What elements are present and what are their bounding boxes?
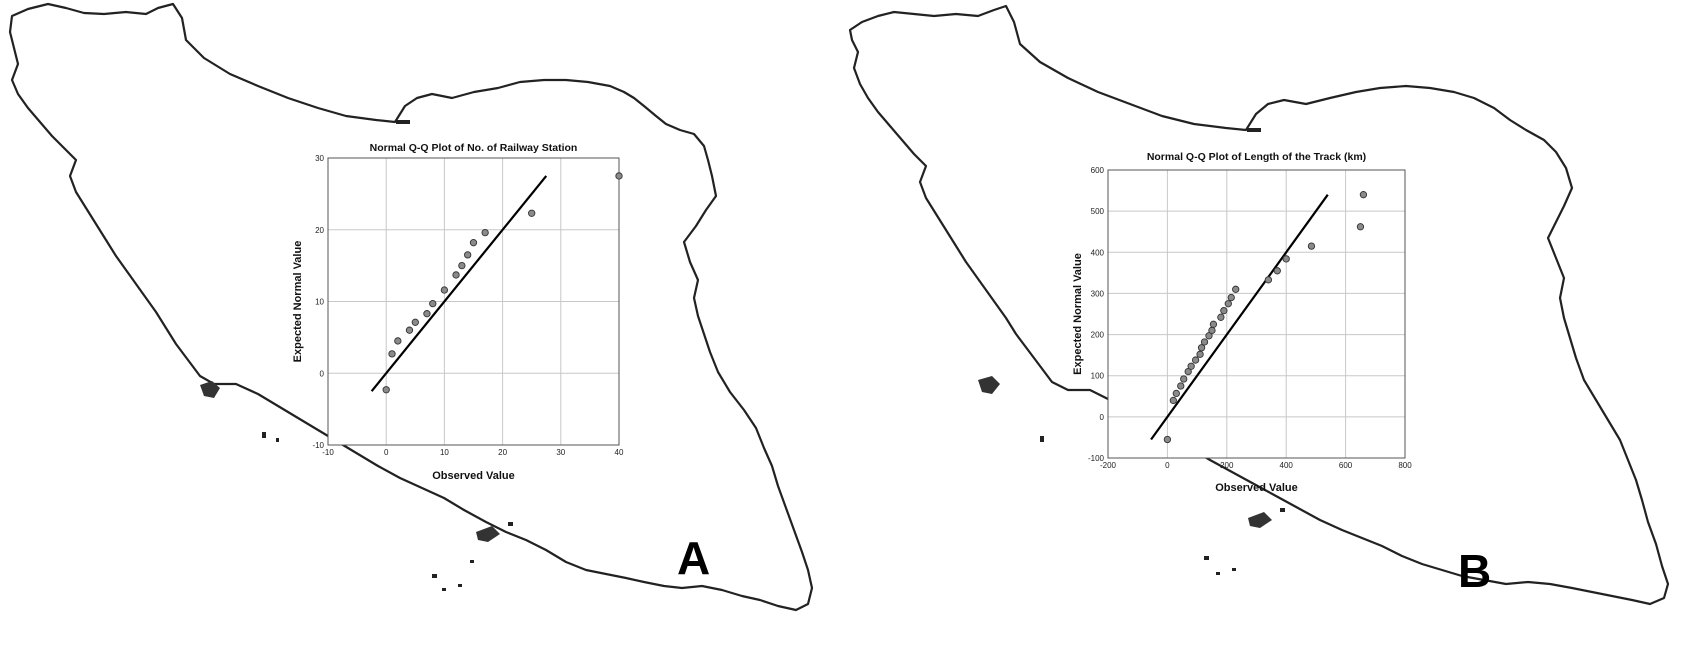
data-point	[1184, 367, 1192, 376]
data-point	[1180, 375, 1188, 383]
x-tick-label: 40	[615, 448, 624, 457]
y-tick-label: 400	[1091, 248, 1105, 257]
data-point	[1169, 396, 1177, 405]
y-tick-label: 500	[1091, 207, 1105, 216]
data-point	[1220, 307, 1228, 315]
x-tick-label: 800	[1398, 461, 1412, 470]
data-point	[1356, 223, 1365, 231]
data-point	[1177, 382, 1185, 390]
data-point	[388, 350, 396, 358]
plot-area	[1108, 170, 1405, 458]
y-tick-label: 20	[315, 226, 324, 235]
x-tick-label: 20	[498, 448, 507, 457]
x-axis-label: Observed Value	[432, 470, 515, 482]
data-point	[1196, 350, 1204, 358]
data-point	[1282, 255, 1290, 263]
panel-a: -10 0 10 20 30 40 -10 0 10 20 30 Normal Q-Q Plot of…	[8, 2, 814, 612]
data-point	[458, 261, 466, 270]
data-point	[382, 386, 390, 394]
x-tick-label: 30	[556, 448, 565, 457]
data-point	[1208, 326, 1216, 335]
y-axis-label: Expected Normal Value	[1072, 253, 1084, 375]
data-point	[481, 228, 489, 237]
x-tick-label: -200	[1100, 461, 1117, 470]
plot-frame	[327, 157, 620, 446]
data-point	[1197, 344, 1206, 352]
iran-map-outline: -200 0 200 400 600 800 -100 0 100 200 300 400 500 600…	[848, 4, 1670, 606]
data-point	[440, 286, 449, 294]
y-tick-label: 30	[315, 154, 324, 163]
panel-b: -200 0 200 400 600 800 -100 0 100 200 300 400 500 600…	[844, 0, 1688, 657]
data-point	[1224, 300, 1232, 308]
qq-plot-b: -200 0 200 400 600 800 -100 0 100 200 300 400 500 600…	[1072, 151, 1412, 494]
y-tick-label: -100	[1088, 454, 1105, 463]
data-point	[423, 310, 431, 318]
data-point	[452, 271, 460, 279]
x-tick-label: 0	[384, 448, 389, 457]
data-point	[1209, 320, 1218, 328]
iran-map-outline: -10 0 10 20 30 40 -10 0 10 20 30 Normal Q-Q Plot of…	[8, 2, 814, 612]
data-point	[1307, 242, 1316, 250]
chart-title: Normal Q-Q Plot of Length of the Track (…	[1147, 151, 1366, 163]
y-tick-label: 0	[320, 369, 325, 378]
data-point	[1200, 338, 1209, 346]
x-tick-label: 10	[440, 448, 449, 457]
y-tick-label: 0	[1100, 413, 1105, 422]
y-tick-label: 200	[1091, 331, 1105, 340]
chart-title: Normal Q-Q Plot of No. of Railway Statio…	[370, 142, 578, 154]
y-tick-label: -10	[312, 441, 324, 450]
panel-letter-b: B	[1458, 545, 1492, 597]
data-point	[1205, 332, 1213, 340]
x-tick-label: 600	[1339, 461, 1353, 470]
data-point	[1359, 191, 1368, 199]
data-point	[429, 300, 437, 308]
y-tick-label: 300	[1091, 289, 1105, 298]
data-point	[615, 172, 623, 180]
data-point	[464, 251, 472, 259]
x-tick-label: 200	[1220, 461, 1234, 470]
panel-letter-a: A	[677, 532, 711, 584]
data-point	[411, 318, 419, 326]
x-axis-label: Observed Value	[1215, 482, 1298, 494]
x-tick-label: 0	[1165, 461, 1170, 470]
data-point	[1232, 285, 1240, 293]
data-point	[1227, 293, 1235, 302]
data-point	[1163, 435, 1172, 444]
qq-plot-a: -10 0 10 20 30 40 -10 0 10 20 30 Normal Q-Q Plot of…	[292, 142, 624, 482]
reference-line	[1150, 194, 1329, 441]
data-point	[1273, 267, 1281, 275]
reference-line	[370, 175, 548, 392]
x-tick-label: -10	[322, 448, 334, 457]
x-tick-label: 400	[1280, 461, 1294, 470]
plot-frame	[1107, 169, 1406, 459]
y-axis-label: Expected Normal Value	[292, 241, 304, 363]
data-point	[469, 239, 478, 247]
y-tick-label: 100	[1091, 372, 1105, 381]
data-point	[1264, 276, 1273, 284]
data-point	[1191, 356, 1200, 364]
data-point	[394, 337, 402, 345]
y-tick-label: 600	[1091, 166, 1105, 175]
data-point	[1187, 362, 1195, 370]
data-point	[528, 209, 536, 217]
data-point	[1172, 389, 1180, 398]
data-point	[405, 326, 414, 334]
y-tick-label: 10	[315, 298, 324, 307]
data-point	[1217, 313, 1225, 321]
